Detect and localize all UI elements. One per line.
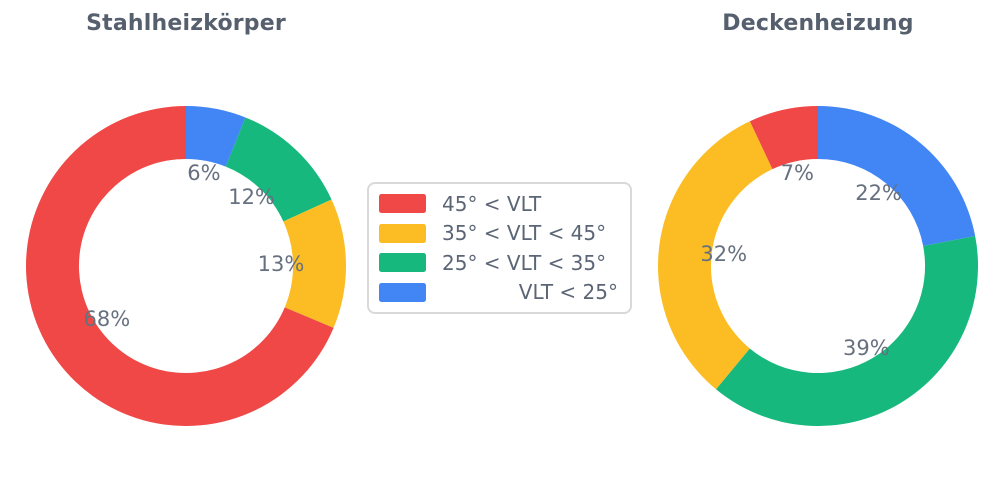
chart-title-deckenheizung: Deckenheizung [722, 11, 914, 36]
donut-segment [26, 106, 334, 426]
donut-svg [658, 106, 978, 426]
donut-segment [749, 106, 818, 170]
donut-segment [658, 121, 773, 390]
donut-chart-deckenheizung: 22% 39% 32% 7% [658, 106, 978, 426]
legend-entry: 45° < VLT [379, 191, 618, 216]
percent-label: 22% [855, 180, 902, 205]
legend-entry: 35° < VLT < 45° [379, 221, 618, 245]
percent-label: 32% [700, 242, 748, 267]
percent-label-layer: 6% 12% 13% 68% [26, 106, 346, 426]
donut-chart-stahlheizkoerper: 6% 12% 13% 68% [26, 106, 346, 426]
donut-segment [186, 106, 246, 167]
legend-entry: VLT < 25° [379, 280, 618, 304]
percent-label: 68% [83, 306, 131, 331]
percent-label: 6% [187, 160, 221, 185]
donut-segment [818, 106, 976, 246]
legend-swatch-blue [379, 282, 426, 302]
donut-svg [26, 106, 346, 426]
legend-swatch-yellow [379, 223, 426, 243]
legend-label: 35° < VLT < 45° [442, 221, 607, 245]
percent-label: 12% [228, 185, 275, 210]
legend-label: 45° < VLT [442, 191, 542, 216]
legend: 45° < VLT 35° < VLT < 45° 25° < VLT < 35° V… [367, 182, 632, 314]
legend-swatch-red [379, 194, 426, 213]
legend-swatch-green [379, 253, 426, 272]
legend-label: 25° < VLT < 35° [442, 250, 607, 275]
legend-entry: 25° < VLT < 35° [379, 250, 618, 275]
donut-segment [225, 117, 332, 222]
donut-segment [283, 199, 346, 328]
legend-label: VLT < 25° [518, 280, 618, 304]
percent-label: 39% [843, 335, 890, 360]
percent-label: 13% [257, 252, 305, 277]
chart-title-stahlheizkoerper: Stahlheizkörper [86, 11, 286, 36]
donut-segment [716, 236, 978, 426]
percent-label-layer: 22% 39% 32% 7% [658, 106, 978, 426]
percent-label: 7% [780, 161, 814, 186]
